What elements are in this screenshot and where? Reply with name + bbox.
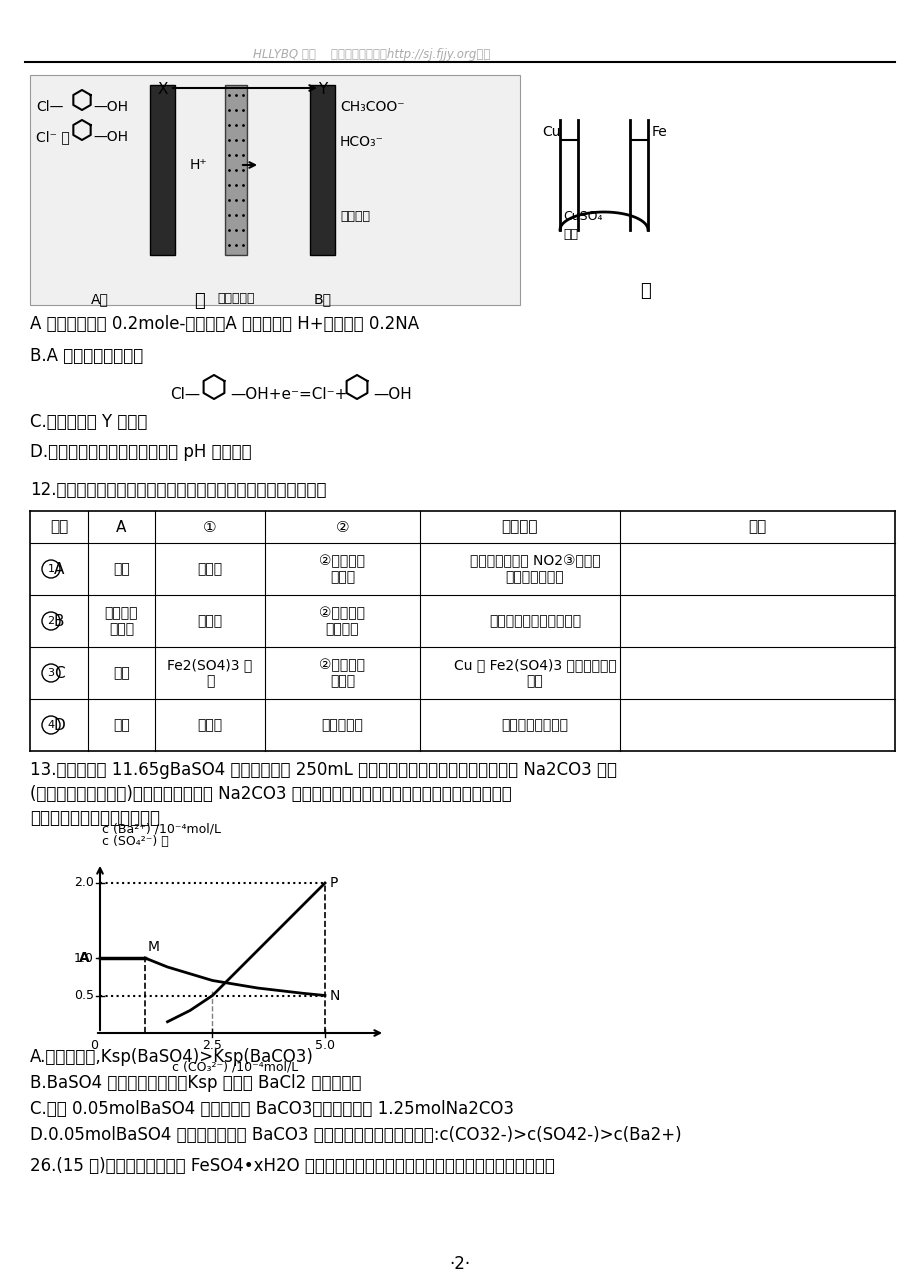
Text: HCO₃⁻: HCO₃⁻ [340, 135, 383, 149]
Text: A 当外电路中有 0.2mole-转移时，A 极区增加的 H+的个数为 0.2NA: A 当外电路中有 0.2mole-转移时，A 极区增加的 H+的个数为 0.2N… [30, 315, 419, 333]
Text: 2.5: 2.5 [202, 1040, 222, 1052]
Text: 图所示，下列说法中正确的是: 图所示，下列说法中正确的是 [30, 809, 160, 827]
Text: P: P [330, 877, 338, 891]
Text: ①: ① [203, 520, 217, 535]
Text: c (CO₃²⁻) /10⁻⁴mol/L: c (CO₃²⁻) /10⁻⁴mol/L [172, 1061, 298, 1074]
Text: 确酸与铜生成了 NO2③中需要
碱溶液吸收尾气: 确酸与铜生成了 NO2③中需要 碱溶液吸收尾气 [470, 554, 600, 583]
Text: 4: 4 [48, 720, 54, 730]
Text: ②出现红棕
色气体: ②出现红棕 色气体 [319, 554, 365, 583]
Text: —OH: —OH [93, 130, 128, 144]
FancyBboxPatch shape [150, 85, 175, 255]
Text: 5.0: 5.0 [314, 1040, 335, 1052]
Text: CH₃COO⁻: CH₃COO⁻ [340, 99, 404, 113]
Text: Cu 与 Fe2(SO4)3 溶液发生置换
反应: Cu 与 Fe2(SO4)3 溶液发生置换 反应 [453, 657, 616, 688]
Text: Cu: Cu [541, 125, 560, 139]
Text: Y: Y [318, 82, 327, 97]
Text: 稀确酸: 稀确酸 [198, 562, 222, 576]
Text: 甲: 甲 [195, 292, 205, 310]
Text: 26.(15 分)绿矾化学式可以用 FeSO4•xH2O 表示，在工农业生产中具有重要的用途。某化学兴趣小组: 26.(15 分)绿矾化学式可以用 FeSO4•xH2O 表示，在工农业生产中具… [30, 1157, 554, 1175]
Text: Cl—: Cl— [170, 387, 199, 403]
Text: 0.5: 0.5 [74, 989, 94, 1001]
FancyBboxPatch shape [30, 75, 519, 304]
Text: c (SO₄²⁻) 或: c (SO₄²⁻) 或 [102, 834, 168, 848]
Text: 浓确酸: 浓确酸 [198, 719, 222, 733]
Text: 2.0: 2.0 [74, 877, 94, 889]
Text: B极: B极 [313, 292, 332, 306]
Text: H⁺: H⁺ [190, 158, 208, 172]
Text: Cl⁻ 和: Cl⁻ 和 [36, 130, 70, 144]
Text: 铜丝: 铜丝 [113, 562, 130, 576]
Text: 无明显现象: 无明显现象 [322, 719, 363, 733]
Text: 铁丝: 铁丝 [113, 719, 130, 733]
FancyBboxPatch shape [310, 85, 335, 255]
Text: 结论: 结论 [747, 520, 766, 535]
Text: B.BaSO4 在水中的溶解度、Ksp 均比在 BaCl2 溶液中的大: B.BaSO4 在水中的溶解度、Ksp 均比在 BaCl2 溶液中的大 [30, 1074, 361, 1092]
Text: 乙: 乙 [640, 282, 650, 299]
Text: 产生气体一定是混合气体: 产生气体一定是混合气体 [488, 614, 581, 628]
Text: 铜丝: 铜丝 [113, 666, 130, 680]
Text: D.反应过程中甲中右边区域溶液 pH 逐渐升高: D.反应过程中甲中右边区域溶液 pH 逐渐升高 [30, 443, 252, 461]
Text: 质子交换膜: 质子交换膜 [217, 292, 255, 304]
Text: HLLYBQ 整理    供「高中试卷网（http://sj.fjjy.org）」: HLLYBQ 整理 供「高中试卷网（http://sj.fjjy.org）」 [253, 48, 490, 61]
Text: D: D [53, 717, 65, 733]
Text: 铁与浓确酸不反应: 铁与浓确酸不反应 [501, 719, 568, 733]
Text: 1: 1 [48, 564, 54, 575]
Text: —OH: —OH [372, 387, 412, 403]
Text: —OH: —OH [93, 99, 128, 113]
Text: 装置: 装置 [50, 520, 68, 535]
Text: 1.0: 1.0 [74, 952, 94, 964]
Text: B: B [53, 614, 64, 628]
Text: A: A [53, 562, 64, 577]
Text: 12.用如图所示装置进行实验，实验现象与对应的结论均正确的是: 12.用如图所示装置进行实验，实验现象与对应的结论均正确的是 [30, 482, 326, 499]
Text: 浓确酸: 浓确酸 [198, 614, 222, 628]
Text: Fe2(SO4)3 溶
液: Fe2(SO4)3 溶 液 [167, 657, 253, 688]
Text: C: C [53, 665, 64, 680]
Text: A: A [116, 520, 127, 535]
Text: ②中出现红
棕色气体: ②中出现红 棕色气体 [319, 606, 365, 636]
Text: c (Ba²⁺) /10⁻⁴mol/L: c (Ba²⁺) /10⁻⁴mol/L [102, 822, 221, 834]
Text: B.A 极的电极反应式为: B.A 极的电极反应式为 [30, 347, 143, 364]
Text: C.若使 0.05molBaSO4 全部转化为 BaCO3，至少要加入 1.25molNa2CO3: C.若使 0.05molBaSO4 全部转化为 BaCO3，至少要加入 1.25… [30, 1099, 514, 1119]
Text: ·2·: ·2· [449, 1255, 470, 1273]
Text: 0: 0 [90, 1040, 98, 1052]
Text: (忽视溶液体积的变化)并充分搔拌，加入 Na2CO3 固体的过程中，溶液中几种离子的浓度变化曲线如: (忽视溶液体积的变化)并充分搔拌，加入 Na2CO3 固体的过程中，溶液中几种离… [30, 785, 511, 803]
Text: A极: A极 [91, 292, 108, 306]
Text: Cl—: Cl— [36, 99, 63, 113]
Text: 实验现象: 实验现象 [501, 520, 538, 535]
Text: N: N [330, 989, 340, 1003]
Text: CuSO₄: CuSO₄ [562, 210, 602, 223]
Text: ②中溶液黄
色变浅: ②中溶液黄 色变浅 [319, 657, 365, 688]
Text: 微生物膜: 微生物膜 [340, 210, 369, 223]
Text: 3: 3 [48, 668, 54, 678]
Text: D.0.05molBaSO4 恰好全部转化为 BaCO3 时，溶液中离子浓度大小为:c(CO32-)>c(SO42-)>c(Ba2+): D.0.05molBaSO4 恰好全部转化为 BaCO3 时，溶液中离子浓度大小… [30, 1126, 681, 1144]
Text: 底端灼热
的碳棒: 底端灼热 的碳棒 [105, 606, 138, 636]
Text: A.相同温度时,Ksp(BaSO4)>Ksp(BaCO3): A.相同温度时,Ksp(BaSO4)>Ksp(BaCO3) [30, 1049, 313, 1066]
Text: C.铁电极应与 Y 相连接: C.铁电极应与 Y 相连接 [30, 413, 147, 431]
Text: Fe: Fe [652, 125, 667, 139]
Text: 13.常温下，将 11.65gBaSO4 粉末置于盛有 250mL 蒸馏水的烧杯中，然后向烧杯中加入 Na2CO3 固体: 13.常温下，将 11.65gBaSO4 粉末置于盛有 250mL 蒸馏水的烧杯… [30, 761, 617, 778]
Text: 溶液: 溶液 [562, 228, 577, 241]
Text: 2: 2 [48, 617, 54, 626]
Text: —OH+e⁻=Cl⁻+: —OH+e⁻=Cl⁻+ [230, 387, 347, 403]
Text: ②: ② [335, 520, 349, 535]
Text: A: A [79, 950, 90, 964]
Text: M: M [148, 940, 160, 954]
Text: X: X [157, 82, 168, 97]
FancyBboxPatch shape [225, 85, 246, 255]
